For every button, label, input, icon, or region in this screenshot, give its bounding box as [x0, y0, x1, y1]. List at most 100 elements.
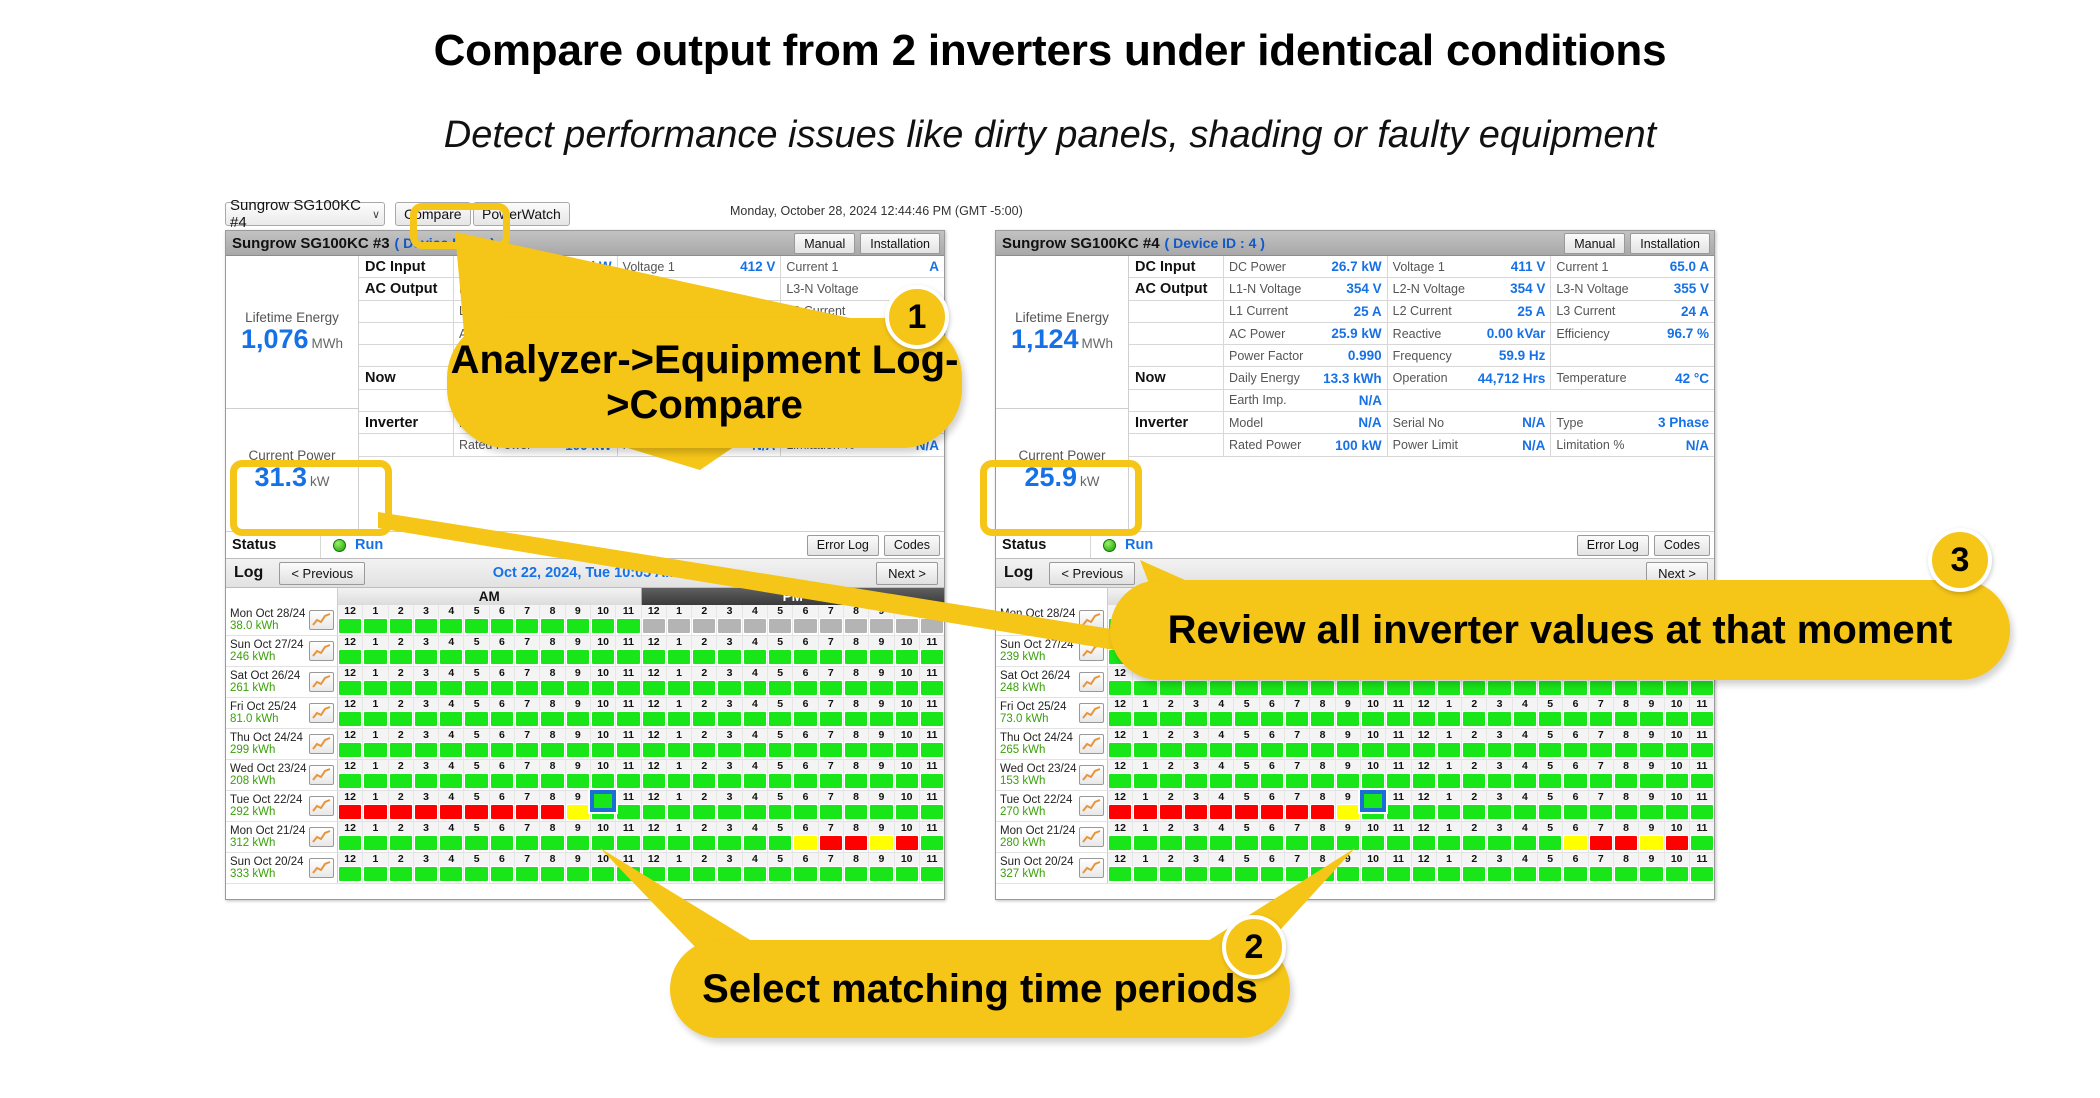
- hour-cell[interactable]: 6: [489, 729, 516, 759]
- hour-cell[interactable]: 8: [540, 605, 566, 635]
- hour-cell[interactable]: 11: [1689, 760, 1715, 790]
- hour-cell[interactable]: 1: [1133, 853, 1159, 883]
- hour-cell[interactable]: 2: [1158, 729, 1184, 759]
- hour-cell[interactable]: 7: [1588, 822, 1614, 852]
- hour-cell[interactable]: 8: [1310, 822, 1336, 852]
- hour-cell[interactable]: 5: [1234, 791, 1260, 821]
- hour-cell[interactable]: 1: [363, 853, 389, 883]
- hour-cell[interactable]: 11: [1689, 698, 1715, 728]
- hour-cell[interactable]: 1: [363, 605, 389, 635]
- hour-cell[interactable]: 2: [1462, 822, 1488, 852]
- hour-cell[interactable]: 4: [742, 791, 769, 821]
- hour-cell[interactable]: 11: [919, 853, 945, 883]
- time-selection-marker[interactable]: [590, 790, 617, 812]
- hour-cell[interactable]: 5: [464, 760, 490, 790]
- hour-cell[interactable]: 7: [515, 605, 541, 635]
- hour-cell[interactable]: 12: [641, 822, 667, 852]
- hour-cell[interactable]: 8: [540, 853, 566, 883]
- hour-cell[interactable]: 4: [439, 822, 465, 852]
- chart-icon[interactable]: [309, 796, 334, 816]
- hour-cell[interactable]: 2: [1158, 853, 1184, 883]
- hour-cell[interactable]: 4: [439, 667, 465, 697]
- hour-cell[interactable]: 12: [1411, 822, 1437, 852]
- hour-cell[interactable]: 2: [692, 760, 718, 790]
- hour-cell[interactable]: 10: [1664, 853, 1690, 883]
- hour-cell[interactable]: 11: [616, 667, 642, 697]
- hour-cell[interactable]: 7: [515, 636, 541, 666]
- installation-button[interactable]: Installation: [1630, 233, 1710, 254]
- hour-cell[interactable]: 7: [515, 822, 541, 852]
- hour-cell[interactable]: 9: [1335, 822, 1361, 852]
- hour-cell[interactable]: 6: [793, 822, 819, 852]
- hour-cell[interactable]: 12: [338, 853, 364, 883]
- hour-cell[interactable]: 2: [692, 853, 718, 883]
- hour-cell[interactable]: 3: [717, 791, 743, 821]
- hour-cell[interactable]: 7: [818, 729, 844, 759]
- hour-cell[interactable]: 12: [1108, 853, 1134, 883]
- hour-cell[interactable]: 4: [439, 729, 465, 759]
- hour-cell[interactable]: 6: [793, 853, 819, 883]
- hour-cell[interactable]: 8: [1613, 698, 1640, 728]
- hour-cell[interactable]: 4: [1512, 698, 1539, 728]
- hour-cell[interactable]: 3: [717, 636, 743, 666]
- hour-cell[interactable]: 1: [666, 729, 693, 759]
- hour-cell[interactable]: 11: [919, 760, 945, 790]
- hour-cell[interactable]: 3: [413, 667, 440, 697]
- error-log-button[interactable]: Error Log: [1576, 534, 1649, 556]
- hour-cell[interactable]: 5: [1538, 729, 1564, 759]
- hour-cell[interactable]: 4: [439, 698, 465, 728]
- hour-cell[interactable]: 5: [1538, 698, 1564, 728]
- hour-cell[interactable]: 1: [666, 791, 693, 821]
- hour-cell[interactable]: 7: [1588, 760, 1614, 790]
- manual-button[interactable]: Manual: [1564, 233, 1626, 254]
- hour-cell[interactable]: 12: [1411, 760, 1437, 790]
- hour-cell[interactable]: 10: [894, 698, 920, 728]
- hour-cell[interactable]: 4: [742, 729, 769, 759]
- hour-cell[interactable]: 11: [919, 667, 945, 697]
- hour-cell[interactable]: 12: [1108, 760, 1134, 790]
- hour-cell[interactable]: 4: [742, 605, 769, 635]
- chart-icon[interactable]: [1079, 734, 1104, 754]
- hour-cell[interactable]: 7: [818, 791, 844, 821]
- hour-cell[interactable]: 2: [388, 605, 414, 635]
- hour-cell[interactable]: 8: [540, 760, 566, 790]
- hour-cell[interactable]: 11: [919, 698, 945, 728]
- error-log-button[interactable]: Error Log: [806, 534, 879, 556]
- hour-cell[interactable]: 9: [1335, 853, 1361, 883]
- hour-cell[interactable]: 3: [1487, 853, 1513, 883]
- hour-cell[interactable]: 3: [1487, 729, 1513, 759]
- hour-cell[interactable]: 11: [616, 760, 642, 790]
- hour-cell[interactable]: 7: [1588, 791, 1614, 821]
- hour-cell[interactable]: 1: [666, 853, 693, 883]
- hour-cell[interactable]: 3: [717, 822, 743, 852]
- hour-cell[interactable]: 1: [1133, 760, 1159, 790]
- hour-cell[interactable]: 3: [413, 853, 440, 883]
- manual-button[interactable]: Manual: [794, 233, 856, 254]
- hour-cell[interactable]: 10: [590, 729, 617, 759]
- hour-cell[interactable]: 7: [515, 729, 541, 759]
- hour-cell[interactable]: 1: [363, 760, 389, 790]
- hour-cell[interactable]: 8: [540, 636, 566, 666]
- hour-cell[interactable]: 3: [717, 698, 743, 728]
- hour-cell[interactable]: 5: [768, 853, 794, 883]
- hour-cell[interactable]: 12: [641, 667, 667, 697]
- hour-cell[interactable]: 12: [338, 791, 364, 821]
- hour-cell[interactable]: 1: [666, 760, 693, 790]
- hour-cell[interactable]: 11: [919, 729, 945, 759]
- hour-cell[interactable]: 7: [818, 636, 844, 666]
- hour-cell[interactable]: 5: [1234, 760, 1260, 790]
- chart-icon[interactable]: [1079, 796, 1104, 816]
- hour-cell[interactable]: 8: [843, 791, 870, 821]
- hour-cell[interactable]: 11: [1386, 729, 1412, 759]
- next-button[interactable]: Next >: [876, 561, 938, 585]
- hour-cell[interactable]: 2: [1158, 760, 1184, 790]
- hour-cell[interactable]: 2: [1158, 822, 1184, 852]
- hour-cell[interactable]: 3: [717, 605, 743, 635]
- hour-cell[interactable]: 5: [768, 760, 794, 790]
- hour-cell[interactable]: 9: [869, 729, 895, 759]
- hour-cell[interactable]: 2: [388, 760, 414, 790]
- hour-cell[interactable]: 8: [843, 822, 870, 852]
- hour-cell[interactable]: 11: [616, 791, 642, 821]
- hour-cell[interactable]: 7: [1285, 698, 1311, 728]
- hour-cell[interactable]: 5: [1234, 822, 1260, 852]
